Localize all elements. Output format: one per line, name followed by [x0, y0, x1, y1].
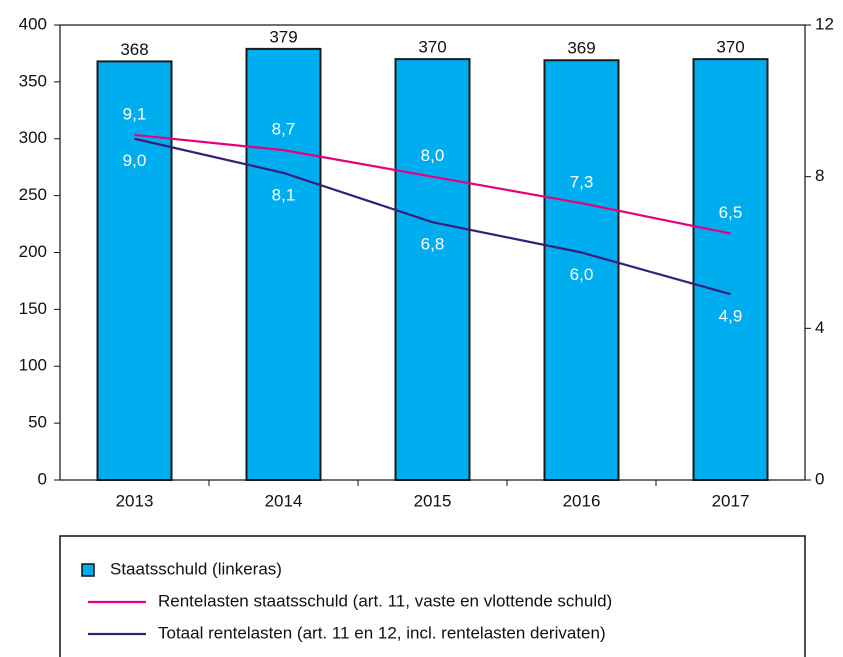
line-value-label: 6,8 [421, 235, 445, 254]
y-tick-label: 350 [19, 71, 47, 90]
bar [692, 58, 769, 481]
bar [96, 60, 173, 482]
y2-tick-label: 4 [815, 318, 824, 337]
y-tick-label: 300 [19, 128, 47, 147]
bar-value-label: 368 [120, 40, 148, 59]
y-tick-label: 150 [19, 299, 47, 318]
x-tick-label: 2016 [563, 491, 601, 510]
bar [394, 58, 471, 481]
y-tick-label: 250 [19, 185, 47, 204]
x-tick-label: 2013 [116, 491, 154, 510]
legend-swatch [81, 563, 95, 577]
bar [245, 47, 322, 481]
bar-value-label: 369 [567, 39, 595, 58]
x-tick-label: 2014 [265, 491, 303, 510]
line-value-label: 8,1 [272, 185, 296, 204]
bar-value-label: 370 [418, 38, 446, 57]
legend-box [59, 535, 806, 657]
line-value-label: 4,9 [719, 307, 743, 326]
legend-label: Totaal rentelasten (art. 11 en 12, incl.… [158, 623, 606, 642]
line-value-label: 8,0 [421, 146, 445, 165]
line-value-label: 9,1 [123, 104, 147, 123]
y-tick-label: 200 [19, 242, 47, 261]
line-value-label: 9,0 [123, 151, 147, 170]
x-tick-label: 2015 [414, 491, 452, 510]
y2-tick-label: 12 [815, 14, 834, 33]
y-tick-label: 100 [19, 356, 47, 375]
line [134, 133, 731, 235]
legend-label: Rentelasten staatsschuld (art. 11, vaste… [158, 591, 612, 610]
y2-tick-label: 8 [815, 166, 824, 185]
bar-value-label: 379 [269, 27, 297, 46]
y-tick-label: 50 [28, 413, 47, 432]
x-tick-label: 2017 [712, 491, 750, 510]
y-tick-label: 400 [19, 14, 47, 33]
line-value-label: 6,5 [719, 203, 743, 222]
bar-value-label: 370 [716, 38, 744, 57]
line-value-label: 7,3 [570, 173, 594, 192]
line-value-label: 8,7 [272, 120, 296, 139]
legend-label: Staatsschuld (linkeras) [110, 559, 282, 578]
y2-tick-label: 0 [815, 469, 824, 488]
y-tick-label: 0 [38, 469, 47, 488]
line-value-label: 6,0 [570, 265, 594, 284]
line [134, 137, 731, 296]
